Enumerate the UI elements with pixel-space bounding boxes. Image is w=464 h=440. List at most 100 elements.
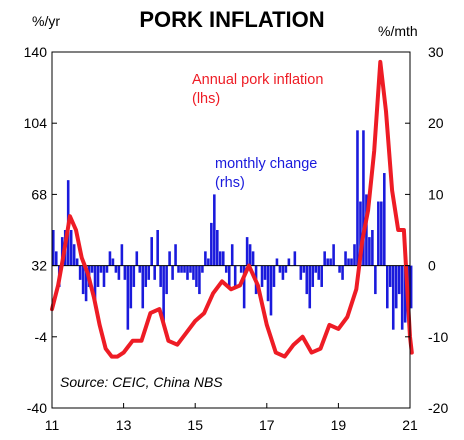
right-axis-unit: %/mth	[378, 23, 418, 39]
x-axis-tick-label: 11	[45, 417, 60, 433]
monthly-change-bar	[230, 244, 234, 266]
monthly-change-bar	[180, 265, 183, 273]
monthly-change-bar	[293, 251, 297, 266]
monthly-change-bar	[409, 265, 413, 309]
monthly-change-bar	[388, 265, 392, 287]
monthly-change-bar	[150, 237, 153, 266]
monthly-change-bar	[189, 265, 192, 273]
monthly-change-bar	[120, 244, 124, 266]
monthly-change-bar	[242, 265, 246, 309]
monthly-change-bar	[210, 222, 213, 266]
monthly-change-bar	[93, 265, 97, 302]
monthly-change-bar	[350, 258, 353, 266]
monthly-change-bar	[362, 130, 365, 266]
monthly-change-bar	[114, 265, 118, 273]
monthly-change-bar	[371, 230, 374, 266]
monthly-change-bar	[394, 265, 398, 309]
monthly-change-bar	[111, 258, 115, 266]
monthly-change-bar	[192, 265, 195, 280]
right-axis-tick-label: 0	[428, 258, 436, 274]
annual-pork-inflation-line	[50, 59, 414, 359]
x-axis-tick-label: 21	[402, 417, 418, 433]
monthly-change-bar	[174, 244, 177, 266]
monthly-change-bar	[260, 265, 264, 287]
monthly-change-bar	[281, 265, 285, 280]
monthly-change-bar	[356, 130, 359, 266]
right-axis-tick-label: 30	[428, 44, 444, 60]
monthly-change-bar	[129, 265, 133, 309]
left-axis-tick-label: 104	[24, 115, 48, 131]
monthly-change-bar	[368, 237, 371, 266]
monthly-change-bar	[287, 258, 291, 266]
monthly-change-bar	[144, 265, 148, 287]
source-note: Source: CEIC, China NBS	[60, 374, 223, 390]
monthly-change-bar	[299, 265, 303, 280]
x-axis-tick-label: 19	[331, 417, 347, 433]
monthly-change-bar	[353, 244, 356, 266]
monthly-change-bar	[99, 265, 103, 273]
right-axis-tick-label: -20	[428, 400, 448, 416]
monthly-change-bar	[403, 265, 407, 323]
monthly-change-bar	[383, 173, 386, 266]
monthly-change-bar	[90, 265, 94, 273]
left-axis-tick-label: -40	[27, 400, 47, 416]
monthly-change-bar	[177, 265, 180, 273]
monthly-change-bar	[329, 258, 332, 266]
plot-frame	[51, 51, 411, 409]
left-axis-unit: %/yr	[32, 13, 60, 29]
monthly-change-bar	[123, 265, 127, 280]
monthly-change-bar	[347, 258, 350, 266]
right-axis-tick-label: 20	[428, 115, 444, 131]
left-axis-tick-label: 68	[31, 186, 47, 202]
monthly-change-bar	[377, 201, 380, 266]
monthly-change-bar	[397, 265, 401, 295]
monthly-change-bar	[344, 251, 347, 266]
monthly-change-bar	[245, 237, 249, 266]
monthly-change-bar	[138, 265, 142, 273]
monthly-change-bar	[391, 265, 395, 330]
monthly-change-bar	[198, 265, 201, 295]
monthly-change-bar	[69, 230, 73, 266]
monthly-change-bar	[248, 244, 252, 266]
x-axis-tick-label: 13	[116, 417, 132, 433]
monthly-change-bar	[400, 265, 404, 330]
monthly-change-bar	[159, 265, 162, 287]
monthly-change-bar	[147, 265, 151, 280]
monthly-change-bar	[207, 258, 210, 266]
monthly-change-bar	[218, 251, 222, 266]
monthly-change-bar	[117, 265, 121, 280]
monthly-change-bar	[75, 258, 79, 266]
monthly-change-bar	[81, 265, 85, 295]
monthly-change-bar	[317, 265, 320, 280]
monthly-change-bar	[221, 251, 225, 266]
monthly-change-bar	[227, 265, 231, 287]
monthly-change-bar	[126, 265, 130, 330]
monthly-change-bar	[201, 265, 204, 273]
monthly-change-bar	[153, 265, 156, 280]
x-axis-tick-label: 17	[259, 417, 275, 433]
monthly-change-bar	[266, 265, 270, 302]
chart-title: PORK INFLATION	[139, 7, 324, 32]
monthly-change-bar	[171, 265, 174, 280]
left-axis-tick-label: -4	[35, 329, 48, 345]
monthly-change-bar	[332, 244, 335, 266]
monthly-change-bar	[186, 265, 189, 280]
monthly-change-label: monthly change (rhs)	[215, 156, 317, 191]
monthly-change-bar	[365, 194, 368, 266]
monthly-change-bar	[272, 265, 276, 287]
monthly-change-bar	[341, 265, 344, 280]
left-axis-tick-label: 140	[24, 44, 48, 60]
monthly-change-bar	[54, 251, 58, 266]
monthly-change-bar	[162, 265, 165, 323]
monthly-change-label-line-1: monthly change	[215, 156, 317, 172]
right-axis-tick-label: 10	[428, 186, 444, 202]
x-axis-tick-label: 15	[187, 417, 203, 433]
monthly-change-bar	[204, 251, 207, 266]
monthly-change-bar	[314, 265, 318, 273]
monthly-change-bar	[269, 265, 273, 316]
monthly-change-bar	[165, 265, 168, 295]
monthly-change-bar	[78, 265, 82, 280]
monthly-change-bar	[323, 251, 326, 266]
monthly-change-bar	[102, 265, 106, 287]
